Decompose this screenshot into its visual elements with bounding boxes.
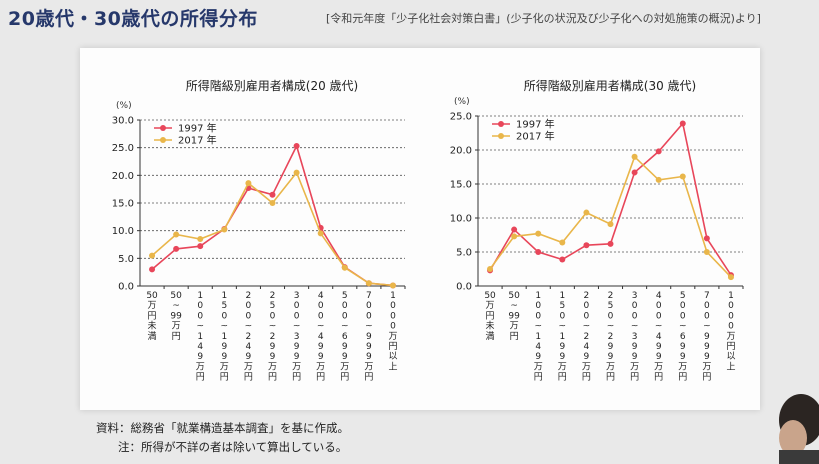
y-tick-label: 15.0 [112,199,134,210]
chart-title: 所得階級別雇用者構成(30 歳代) [524,78,696,93]
data-point [317,230,324,237]
y-tick-label: 10.0 [112,226,134,237]
series-line-2017 [489,155,732,278]
data-point [679,120,686,127]
data-point [607,221,614,228]
legend-marker [160,137,166,143]
legend-marker [498,133,504,139]
data-point [511,226,518,233]
legend-marker [498,121,504,127]
data-point [583,242,590,249]
chart-panel: 所得階級別雇用者構成(20 歳代) (%) 0.0 5.0 10.0 15.0 20.0 25… [80,48,760,410]
data-point [535,249,542,255]
y-tick-label: 0.0 [118,282,134,293]
data-point [607,240,614,247]
data-point [559,256,566,263]
y-tick-label: 20.0 [112,171,134,182]
x-tick-label: 50 万円未満 [484,291,496,342]
chart-2: 所得階級別雇用者構成(30 歳代) (%) 0.0 5.0 10.0 15.0 20.0 25… [450,78,744,383]
x-tick-label: 2 5 0 ~2 9 9 万円 [606,291,615,383]
data-point [341,264,348,271]
legend-marker [160,125,166,131]
data-point [173,231,180,238]
data-point [655,176,662,183]
data-point [197,235,204,242]
footnote: 注：所得が不詳の者は除いて算出している。 [118,440,348,454]
data-point [487,266,494,272]
x-tick-label: 2 0 0 ~2 4 9 万円 [244,291,253,383]
data-point [535,230,542,237]
legend-label: 2017 年 [178,134,217,147]
data-point [293,143,300,150]
charts-svg: 所得階級別雇用者構成(20 歳代) (%) 0.0 5.0 10.0 15.0 20.0 25… [112,78,744,383]
y-tick-label: 10.0 [450,214,472,225]
data-point [149,266,156,273]
x-tick-label: 2 0 0 ~2 4 9 万円 [582,291,591,383]
series-line-2017 [151,171,394,287]
data-point [197,243,204,250]
data-point [511,233,518,240]
x-tick-label: 5 0 0 ~6 9 9 万円 [678,291,687,383]
source-citation: [令和元年度「少子化社会対策白書」(少子化の状況及び少子化への対処施策の概況)よ… [326,12,761,25]
data-point [727,274,734,281]
data-point [173,245,180,252]
data-point [703,235,710,242]
x-tick-label: 1 0 0 ~1 4 9 万円 [196,291,205,383]
y-tick-label: 20.0 [450,146,472,157]
data-point [583,209,590,216]
x-tick-label: 1 5 0 ~1 9 9 万円 [558,291,567,383]
y-tick-label: 25.0 [112,143,134,154]
presenter-silhouette [779,394,819,464]
x-tick-label: 7 0 0 ~9 9 9 万円 [364,291,373,383]
data-point [679,173,686,180]
y-tick-label: 0.0 [456,282,472,293]
data-point [631,153,638,160]
data-point [631,169,638,176]
y-axis-unit: (%) [116,101,132,111]
x-tick-label: 50 万円未満 [146,291,158,342]
x-tick-label: 5 0 0 ~6 9 9 万円 [340,291,349,383]
data-point [269,191,276,198]
chart-1: 所得階級別雇用者構成(20 歳代) (%) 0.0 5.0 10.0 15.0 20.0 25… [112,78,406,383]
slide-title: 20歳代・30歳代の所得分布 [8,8,258,30]
x-tick-label: 4 0 0 ~4 9 9 万円 [654,291,663,383]
legend-label: 2017 年 [516,130,555,143]
data-point [365,280,372,287]
data-point [149,252,156,259]
chart-title: 所得階級別雇用者構成(20 歳代) [186,78,358,93]
y-tick-label: 30.0 [112,116,134,127]
x-tick-label: 1 0 0 ~1 4 9 万円 [534,291,543,383]
x-tick-label: 3 0 0 ~3 9 9 万円 [292,291,301,383]
data-source-note: 資料：総務省「就業構造基本調査」を基に作成。 [96,421,349,435]
y-tick-label: 5.0 [118,254,134,265]
x-tick-label: 3 0 0 ~3 9 9 万円 [630,291,639,383]
series-line-1997 [151,143,394,287]
x-tick-label: 1 0 0 0 万円以上 [388,291,397,372]
data-point [245,180,252,187]
x-tick-label: 50 ~99 万円 [508,291,520,342]
y-tick-label: 25.0 [450,112,472,123]
x-tick-label: 7 0 0 ~9 9 9 万円 [702,291,711,383]
data-point [703,249,710,255]
legend-label: 1997 年 [178,122,217,135]
data-point [559,239,566,246]
x-tick-label: 1 5 0 ~1 9 9 万円 [220,291,229,383]
data-point [221,226,228,233]
y-tick-label: 5.0 [456,248,472,259]
x-tick-label: 2 5 0 ~2 9 9 万円 [268,291,277,383]
x-tick-label: 50 ~99 万円 [170,291,182,342]
x-tick-label: 4 0 0 ~4 9 9 万円 [316,291,325,383]
data-point [293,169,300,176]
x-tick-label: 1 0 0 0 万円以上 [726,291,735,372]
data-point [389,282,396,289]
y-axis-unit: (%) [454,97,470,107]
legend-label: 1997 年 [516,118,555,131]
data-point [655,148,662,155]
data-point [269,200,276,206]
y-tick-label: 15.0 [450,180,472,191]
